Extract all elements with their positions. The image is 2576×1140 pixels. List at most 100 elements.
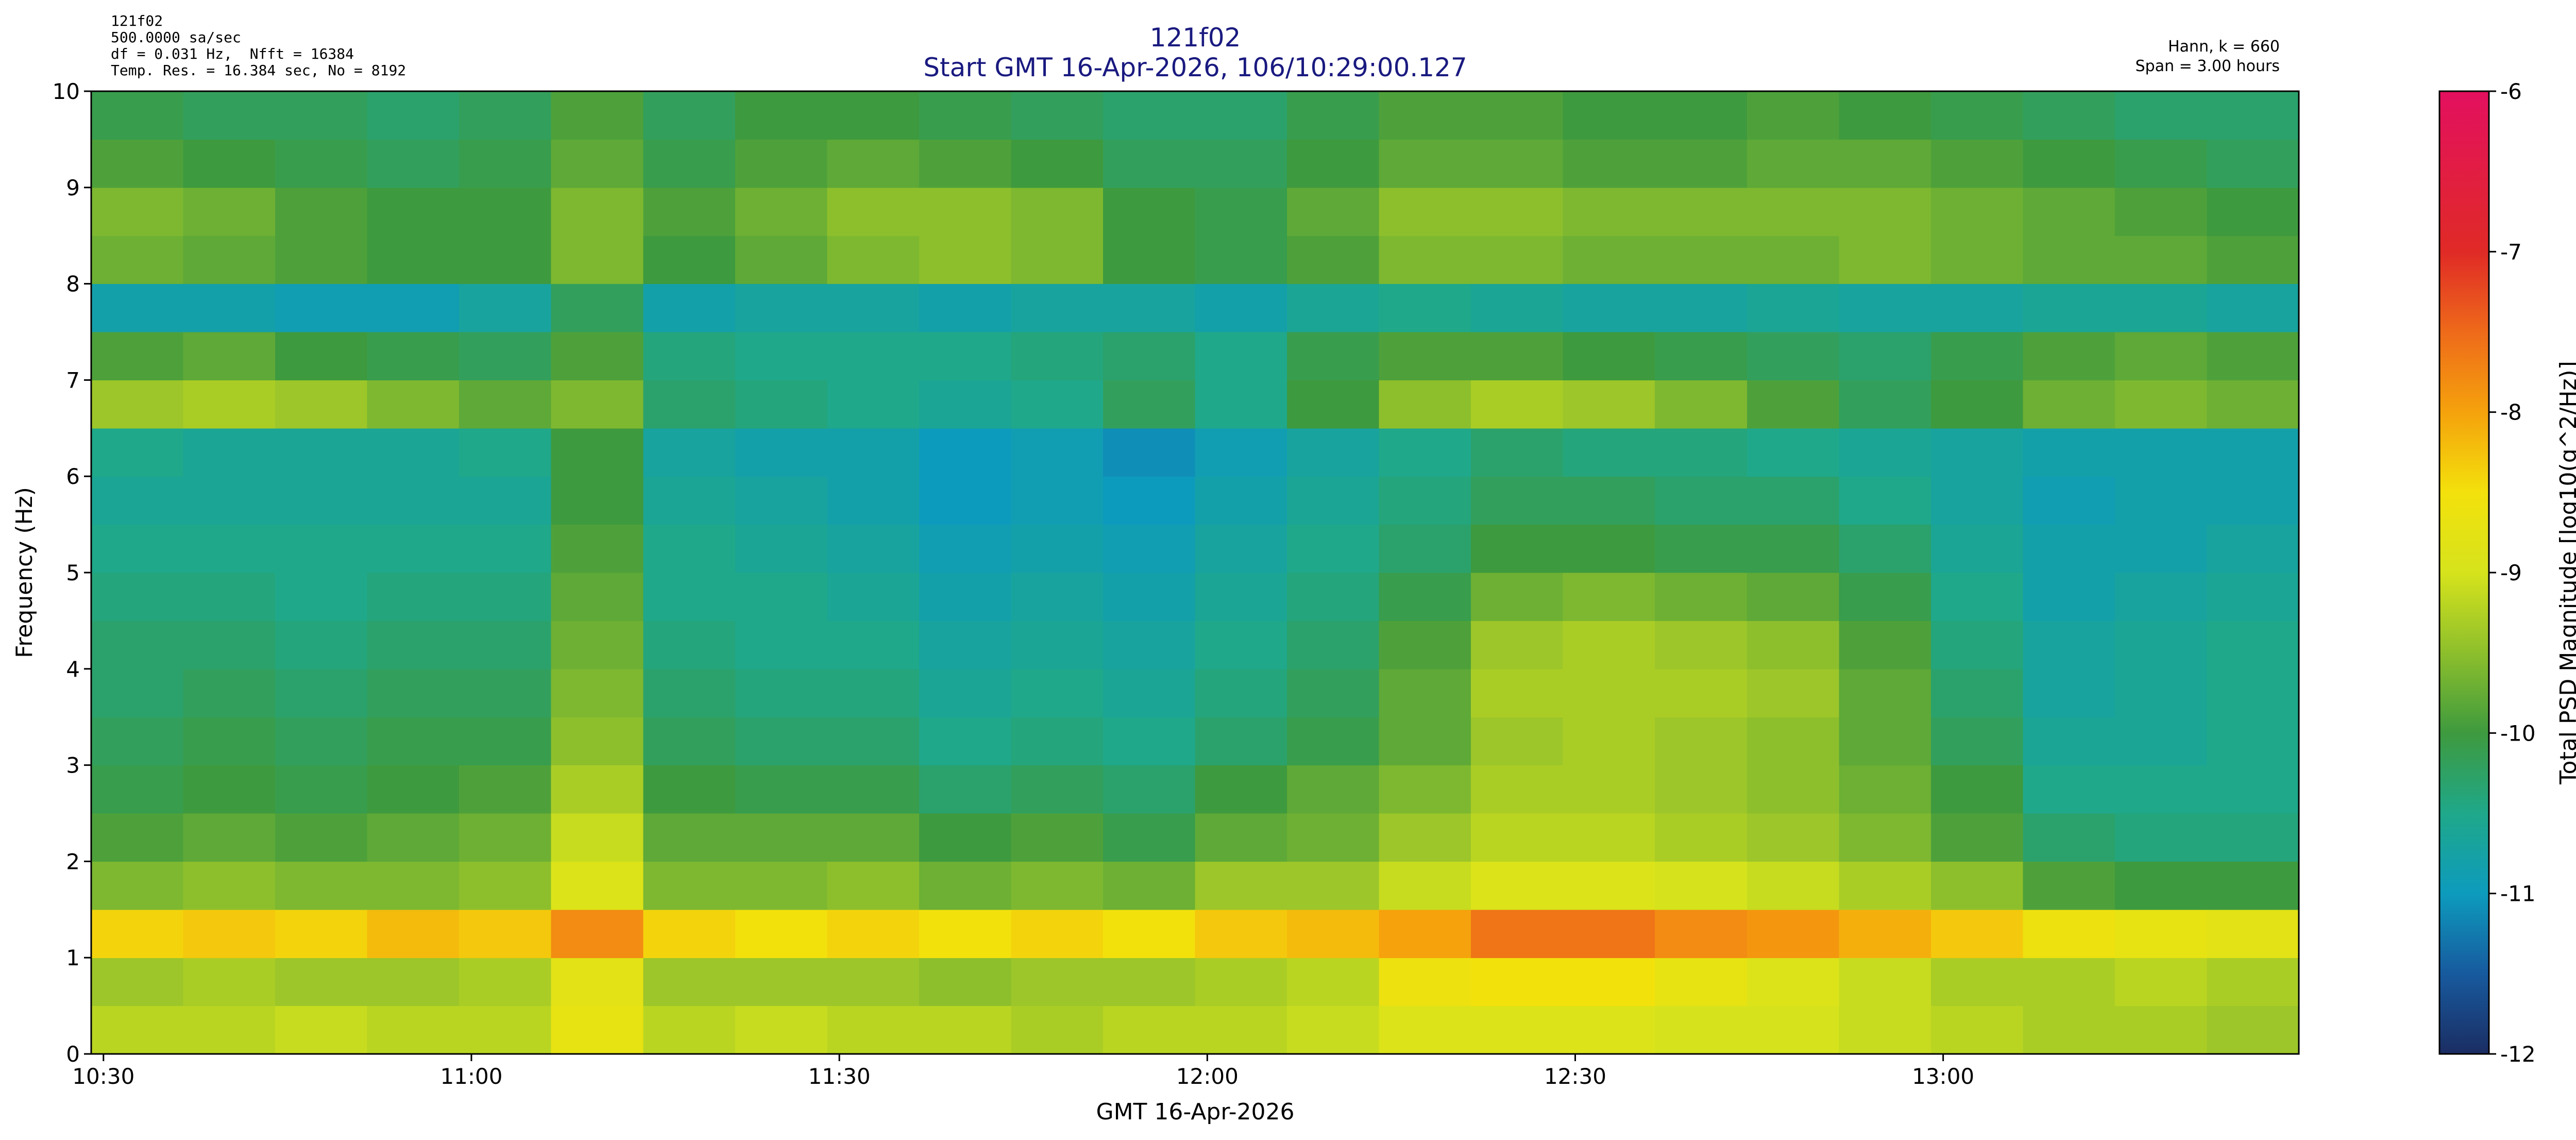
heatmap-cell (91, 428, 184, 477)
heatmap-cell (1747, 476, 1839, 525)
heatmap-cell (1103, 861, 1196, 910)
heatmap-cell (643, 91, 736, 140)
heatmap-cell (2023, 428, 2115, 477)
heatmap-cell (643, 380, 736, 429)
heatmap-cell (735, 187, 827, 236)
heatmap-cell (1563, 236, 1655, 284)
heatmap-cell (91, 380, 184, 429)
heatmap-cell (551, 524, 643, 573)
heatmap-cell (827, 909, 920, 958)
heatmap-cell (1471, 91, 1564, 140)
heatmap-cell (183, 283, 276, 332)
heatmap-cell (2207, 524, 2299, 573)
heatmap-cell (1839, 524, 1931, 573)
heatmap-cell (183, 573, 276, 621)
heatmap-cell (1563, 139, 1655, 188)
heatmap-cell (2023, 573, 2115, 621)
heatmap-cell (367, 283, 460, 332)
heatmap-cell (919, 1005, 1012, 1054)
y-tick-label: 1 (66, 945, 80, 970)
heatmap-cell (1379, 958, 1471, 1007)
heatmap-cell (1103, 187, 1196, 236)
heatmap-cell (183, 91, 276, 140)
heatmap-cell (1103, 1005, 1196, 1054)
heatmap-cell (735, 332, 827, 380)
heatmap-cell (1471, 236, 1564, 284)
colorbar-tick-label: -7 (2500, 239, 2522, 264)
heatmap-cell (275, 861, 368, 910)
heatmap-cell (1563, 861, 1655, 910)
heatmap-cell (827, 621, 920, 669)
heatmap-cell (2023, 909, 2115, 958)
heatmap-cell (2114, 573, 2208, 621)
x-tick-label: 12:00 (1176, 1064, 1239, 1089)
heatmap-cell (1195, 668, 1287, 717)
heatmap-cell (2207, 283, 2299, 332)
heatmap-cell (2207, 380, 2299, 429)
y-tick-label: 2 (66, 849, 80, 874)
heatmap-cell (919, 524, 1012, 573)
heatmap-cell (1195, 283, 1287, 332)
heatmap-cell (367, 861, 460, 910)
heatmap-cell (1563, 958, 1655, 1007)
y-tick-label: 3 (66, 753, 80, 778)
heatmap-cell (1103, 958, 1196, 1007)
heatmap-cell (459, 283, 552, 332)
heatmap-cell (1563, 476, 1655, 525)
heatmap-cell (1471, 909, 1564, 958)
heatmap-cell (1011, 765, 1104, 814)
heatmap-cell (1011, 813, 1104, 862)
heatmap-cell (1379, 283, 1471, 332)
colorbar-tick-label: -6 (2500, 79, 2522, 104)
heatmap-cell (2207, 909, 2299, 958)
heatmap-cell (1195, 476, 1287, 525)
heatmap-cell (367, 621, 460, 669)
heatmap-cell (735, 283, 827, 332)
heatmap-cell (275, 668, 368, 717)
heatmap-cell (551, 91, 643, 140)
heatmap-cell (1563, 332, 1655, 380)
heatmap-cell (551, 621, 643, 669)
heatmap-cell (1930, 476, 2023, 525)
heatmap-cell (2114, 765, 2208, 814)
heatmap-cell (551, 813, 643, 862)
heatmap-cell (1379, 428, 1471, 477)
heatmap-cell (735, 380, 827, 429)
heatmap-cell (1839, 909, 1931, 958)
heatmap-cell (1563, 668, 1655, 717)
heatmap-cell (919, 861, 1012, 910)
heatmap-cell (919, 573, 1012, 621)
y-axis-label: Frequency (Hz) (11, 487, 38, 658)
heatmap-cell (91, 236, 184, 284)
heatmap-cell (1563, 909, 1655, 958)
heatmap-cell (551, 1005, 643, 1054)
heatmap-cell (1103, 813, 1196, 862)
heatmap-cell (459, 765, 552, 814)
heatmap-cell (1747, 1005, 1839, 1054)
heatmap-cell (1011, 91, 1104, 140)
info-line: Hann, k = 660 (2168, 38, 2280, 56)
heatmap-cell (1011, 909, 1104, 958)
heatmap-cell (367, 428, 460, 477)
heatmap-cell (91, 765, 184, 814)
heatmap-cell (183, 861, 276, 910)
heatmap-cell (1930, 909, 2023, 958)
heatmap-cell (551, 428, 643, 477)
heatmap-cell (643, 668, 736, 717)
heatmap-cell (1287, 187, 1380, 236)
heatmap-cell (1839, 283, 1931, 332)
heatmap-cell (1379, 187, 1471, 236)
heatmap-cell (919, 139, 1012, 188)
heatmap-cell (2207, 428, 2299, 477)
heatmap-cell (1655, 236, 1748, 284)
heatmap-cell (2114, 139, 2208, 188)
heatmap-cell (1011, 1005, 1104, 1054)
heatmap-cell (1379, 861, 1471, 910)
heatmap-cell (1195, 1005, 1287, 1054)
heatmap-cell (827, 187, 920, 236)
heatmap-cell (643, 236, 736, 284)
heatmap-cell (2023, 476, 2115, 525)
heatmap-cell (827, 668, 920, 717)
heatmap-cell (827, 958, 920, 1007)
